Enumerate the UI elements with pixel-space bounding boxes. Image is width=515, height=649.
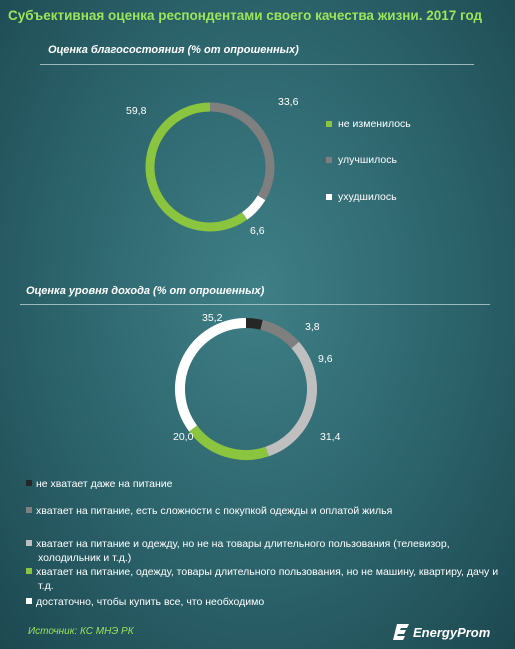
chart2-divider [20,304,490,305]
legend1-item: ухудшилось [326,191,397,203]
chart1-slice-2 [241,195,266,220]
chart2-data-label-0: 3,8 [305,321,320,333]
legend2-item: достаточно, чтобы купить все, что необхо… [26,595,508,609]
legend1-label: ухудшилось [338,191,397,203]
legend2-swatch-1 [26,507,32,513]
legend2-label: достаточно, чтобы купить все, что необхо… [36,596,265,608]
chart2-slice-2 [265,341,317,457]
legend2-swatch-3 [26,568,32,574]
legend1-swatch-0 [326,121,332,128]
legend1-label: не изменилось [338,118,411,130]
chart2-slice-4 [175,318,247,432]
legend2-item: хватает на питание и одежду, но не на то… [26,537,508,565]
source-note: Источник: КС МНЭ РК [28,626,134,637]
energyprom-logo-icon [393,624,409,640]
legend1-swatch-2 [326,194,332,201]
chart1-title: Оценка благосостояния (% от опрошенных) [48,44,299,56]
legend2-item: хватает на питание, одежду, товары длите… [26,565,508,593]
page-title: Субъективная оценка респондентами своего… [8,8,483,23]
chart1-slice-0 [145,102,248,232]
legend1-swatch-1 [326,157,332,164]
legend2-label: хватает на питание, есть сложности с пок… [36,505,393,517]
chart2-data-label-2: 31,4 [320,431,341,443]
chart1-data-label-0: 59,8 [126,105,147,117]
legend2-label: хватает на питание и одежду, но не на то… [36,538,450,564]
chart2-data-label-1: 9,6 [318,353,333,365]
chart1-data-label-1: 33,6 [278,96,299,108]
legend2-item: хватает на питание, есть сложности с пок… [26,504,508,518]
legend2-item: не хватает даже на питание [26,477,508,491]
chart2-slice-3 [189,425,269,460]
chart2-slice-1 [260,320,299,349]
legend1-item: не изменилось [326,118,411,130]
chart2-data-label-4: 35,2 [202,312,223,324]
chart2-slice-0 [245,318,263,330]
legend1-label: улучшилось [338,154,397,166]
logo-text: EnergyProm [413,625,491,640]
chart2-title: Оценка уровня дохода (% от опрошенных) [26,285,265,297]
legend2-swatch-4 [26,598,32,604]
legend2-label: не хватает даже на питание [36,478,173,490]
chart1-divider [40,64,474,65]
chart1-slice-1 [209,102,275,201]
chart2-data-label-3: 20,0 [173,431,194,443]
legend1-item: улучшилось [326,154,397,166]
chart1-data-label-2: 6,6 [250,225,265,237]
legend2-label: хватает на питание, одежду, товары длите… [36,566,499,592]
legend2-swatch-2 [26,540,32,546]
legend2-swatch-0 [26,480,32,486]
